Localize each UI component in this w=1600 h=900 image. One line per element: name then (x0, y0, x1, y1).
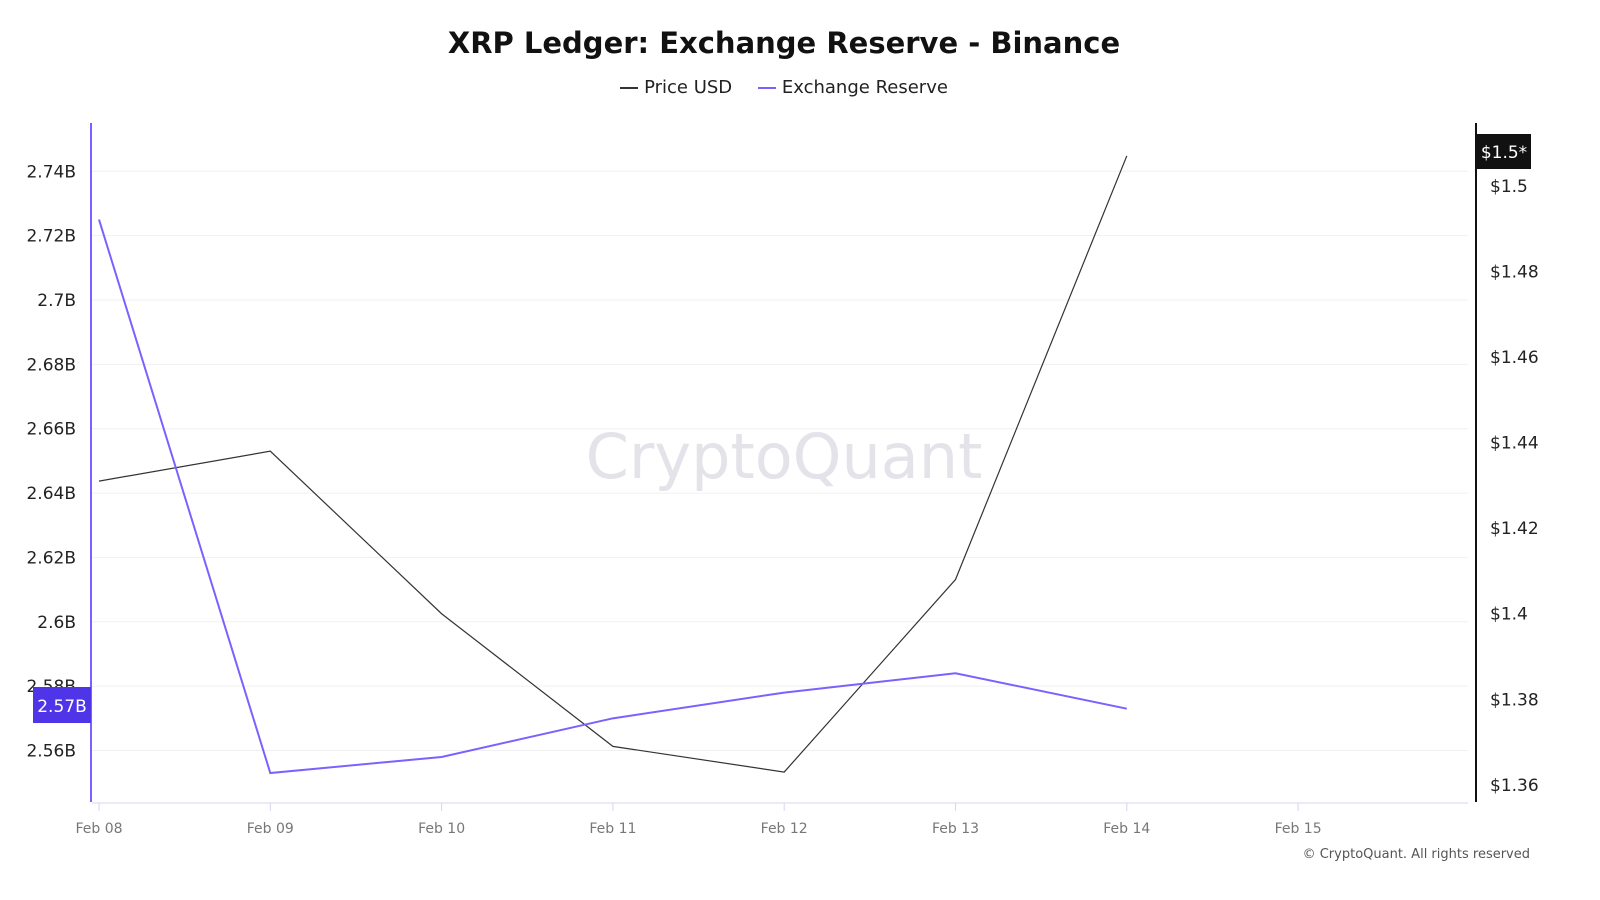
legend-item-price[interactable]: Price USD (620, 77, 732, 98)
left-tick-label: 2.72B (26, 227, 76, 247)
right-tick-label: $1.36 (1490, 776, 1539, 796)
left-tick-label: 2.62B (26, 548, 76, 568)
current-price-badge (1477, 134, 1531, 169)
watermark: CryptoQuant (586, 420, 983, 493)
right-tick-label: $1.48 (1490, 262, 1539, 282)
x-tick-label: Feb 10 (418, 821, 465, 837)
current-reserve-label: 2.57B (37, 697, 87, 717)
x-tick-label: Feb 11 (589, 821, 636, 837)
right-tick-label: $1.4 (1490, 605, 1528, 625)
x-tick-label: Feb 14 (1103, 821, 1150, 837)
right-tick-label: $1.38 (1490, 690, 1539, 710)
current-reserve-badge (33, 687, 91, 723)
left-tick-label: 2.64B (26, 484, 76, 504)
right-tick-label: $1.44 (1490, 434, 1539, 454)
legend-label: Price USD (644, 77, 733, 98)
left-tick-label: 2.74B (26, 162, 76, 182)
right-tick-label: $1.42 (1490, 519, 1539, 539)
right-tick-label: $1.46 (1490, 348, 1539, 368)
left-tick-label: 2.66B (26, 420, 76, 440)
chart-title: XRP Ledger: Exchange Reserve - Binance (447, 26, 1121, 60)
legend: Price USD Exchange Reserve (0, 77, 1568, 98)
legend-label: Exchange Reserve (781, 77, 948, 98)
left-tick-label: 2.56B (26, 742, 76, 762)
x-tick-label: Feb 13 (932, 821, 979, 837)
x-tick-label: Feb 09 (247, 821, 294, 837)
left-tick-label: 2.7B (37, 291, 76, 311)
copyright: © CryptoQuant. All rights reserved (1302, 847, 1530, 862)
left-tick-label: 2.6B (37, 613, 76, 633)
x-tick-label: Feb 08 (75, 821, 122, 837)
series-line-exchange-reserve (98, 219, 1128, 775)
x-tick-label: Feb 15 (1275, 821, 1322, 837)
legend-item-reserve[interactable]: Exchange Reserve (757, 77, 948, 98)
left-tick-label: 2.68B (26, 355, 76, 375)
x-tick-label: Feb 12 (761, 821, 808, 837)
right-tick-label: $1.5 (1490, 177, 1528, 197)
current-price-label: $1.5* (1481, 143, 1527, 163)
